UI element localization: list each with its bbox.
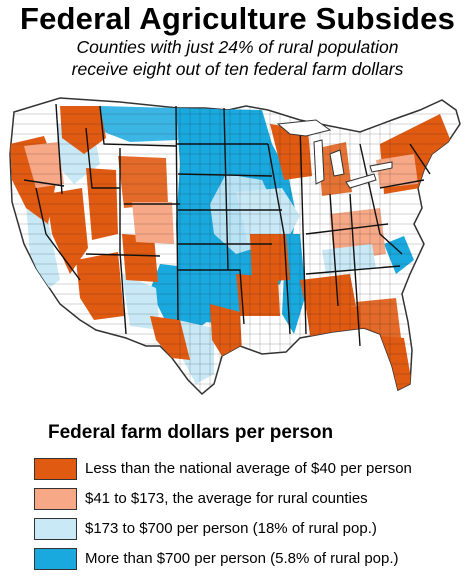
legend-item-high: More than $700 per person (5.8% of rural… — [34, 547, 399, 571]
nevada-low — [46, 188, 88, 274]
texas-east-low — [210, 304, 242, 356]
carolina-high — [384, 236, 414, 274]
southwest-mid — [122, 274, 160, 330]
texas-plains-high — [150, 264, 220, 330]
us-county-map — [9, 97, 461, 396]
alabama-low — [306, 306, 362, 348]
legend-label: $173 to $700 per person (18% of rural po… — [85, 520, 377, 537]
legend-item-rural-average: $41 to $173, the average for rural count… — [34, 487, 368, 511]
ozark-low — [236, 274, 280, 316]
legend-label: $41 to $173, the average for rural count… — [85, 490, 368, 507]
map-subtitle-line-1: Counties with just 24% of rural populati… — [76, 37, 399, 57]
legend-label: More than $700 per person (5.8% of rural… — [85, 550, 399, 567]
arizona-low — [76, 252, 124, 320]
wyoming-low — [118, 156, 168, 208]
texas-south-mid — [178, 320, 214, 384]
california-mid — [26, 204, 60, 290]
legend-item-below-average: Less than the national average of $40 pe… — [34, 457, 412, 481]
tennessee-low — [300, 274, 356, 310]
newmexico-low — [122, 234, 158, 282]
legend-item-mid: $173 to $700 per person (18% of rural po… — [34, 517, 377, 541]
great-lakes — [276, 119, 393, 189]
map-subtitle-line-2: receive eight out of ten federal farm do… — [71, 59, 404, 79]
legend-title: Federal farm dollars per person — [48, 422, 334, 443]
legend-label: Less than the national average of $40 pe… — [85, 460, 412, 477]
colorado-rural-avg — [132, 202, 174, 244]
legend-swatch — [34, 488, 77, 510]
oregon-rural-avg — [24, 142, 64, 188]
legend-swatch — [34, 548, 77, 570]
iowa-mid-region — [236, 188, 300, 244]
map-title: Federal Agriculture Subsides — [19, 1, 456, 36]
legend-swatch — [34, 518, 77, 540]
legend-swatch — [34, 458, 77, 480]
montana-west-low — [60, 106, 106, 154]
florida-low — [380, 336, 412, 390]
